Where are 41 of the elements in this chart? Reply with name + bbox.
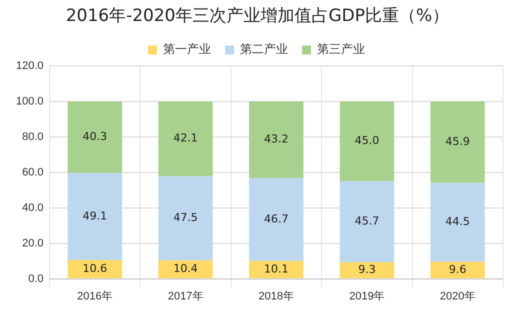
data-label: 45.0	[354, 134, 380, 148]
x-tick-label: 2017年	[168, 290, 204, 302]
x-tick-label: 2016年	[77, 290, 113, 302]
bar	[158, 101, 213, 176]
y-tick-label: 80.0	[22, 130, 44, 143]
y-tick-label: 60.0	[22, 166, 44, 178]
bar	[430, 182, 485, 262]
legend-label: 第二产业	[240, 42, 288, 56]
bar	[340, 181, 394, 262]
y-tick-label: 100.0	[16, 96, 44, 108]
legend-label: 第一产业	[163, 42, 211, 56]
data-label: 10.4	[173, 262, 198, 276]
y-tick-label: 0.0	[28, 272, 44, 285]
chart-title: 2016年-2020年三次产业增加值占GDP比重（%）	[64, 5, 450, 27]
bar	[340, 101, 394, 182]
bar	[158, 176, 213, 260]
data-label: 9.3	[358, 263, 376, 276]
data-label: 42.1	[173, 132, 198, 145]
data-label: 46.7	[264, 212, 289, 226]
data-label: 10.6	[82, 262, 108, 276]
bar	[68, 101, 122, 173]
data-label: 10.1	[264, 262, 289, 276]
data-label: 45.9	[445, 135, 470, 148]
bar	[249, 178, 304, 261]
bar	[430, 101, 485, 183]
data-label: 49.1	[82, 209, 108, 222]
x-tick-label: 2020年	[440, 290, 476, 302]
bar	[68, 172, 122, 260]
data-label: 44.5	[445, 215, 470, 228]
data-label: 45.7	[354, 214, 380, 228]
data-label: 9.6	[448, 262, 466, 276]
y-tick-label: 20.0	[22, 237, 44, 250]
legend-label: 第三产业	[317, 42, 365, 56]
data-label: 47.5	[173, 211, 198, 224]
y-tick-label: 120.0	[16, 60, 44, 72]
x-tick-label: 2019年	[349, 290, 385, 302]
data-label: 43.2	[264, 132, 289, 146]
x-tick-label: 2018年	[258, 290, 294, 302]
y-tick-label: 40.0	[22, 202, 44, 214]
bar	[249, 101, 304, 178]
data-label: 40.3	[82, 130, 108, 144]
